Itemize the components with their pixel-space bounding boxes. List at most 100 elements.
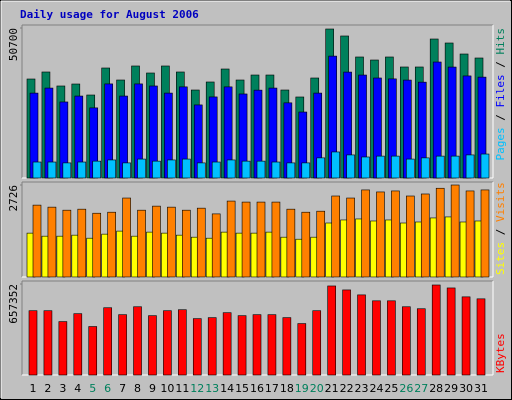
legend-separator: /: [494, 55, 507, 75]
bar: [237, 315, 247, 376]
bar: [450, 184, 460, 278]
bar: [107, 159, 116, 179]
bar: [346, 154, 355, 179]
bar: [182, 209, 191, 278]
x-tick-label: 17: [265, 382, 279, 395]
x-tick-label: 21: [325, 382, 339, 395]
legend-entry: Files: [494, 74, 507, 107]
x-tick-label: 11: [175, 382, 189, 395]
bar: [152, 205, 161, 278]
x-tick-label: 8: [134, 382, 141, 395]
bar: [226, 200, 236, 278]
bar: [480, 189, 490, 278]
bar: [32, 161, 42, 179]
bar: [252, 314, 262, 376]
bar: [226, 159, 236, 179]
bar: [435, 187, 445, 278]
x-tick-label: 4: [74, 382, 81, 395]
bar: [62, 209, 72, 278]
bar: [211, 213, 221, 278]
bar: [387, 300, 396, 376]
bar: [376, 191, 385, 278]
bar: [62, 162, 72, 179]
bar: [465, 154, 475, 179]
bar: [192, 318, 202, 376]
x-tick-label: 14: [220, 382, 234, 395]
x-tick-label: 31: [474, 382, 488, 395]
x-tick-label: 26: [399, 382, 413, 395]
x-tick-label: 18: [280, 382, 294, 395]
x-tick-label: 22: [340, 382, 354, 395]
x-tick-label: 20: [310, 382, 324, 395]
legend: KBytes: [494, 333, 507, 373]
bar: [77, 208, 87, 278]
y-tick-label: 2726: [7, 185, 20, 212]
bar: [480, 153, 490, 179]
bar: [196, 162, 206, 179]
legend-separator: /: [494, 108, 507, 128]
bar: [286, 162, 296, 179]
bar: [241, 201, 251, 278]
bar: [391, 190, 400, 278]
bar: [167, 159, 176, 179]
bar: [420, 157, 430, 179]
x-tick-label: 3: [59, 382, 66, 395]
bar: [316, 157, 326, 179]
x-tick-label: 15: [235, 382, 249, 395]
legend-entry: KBytes: [494, 333, 507, 373]
bar: [431, 284, 441, 376]
y-tick-label: 50700: [7, 28, 20, 61]
bar: [301, 162, 311, 179]
bar: [312, 310, 322, 376]
bar: [446, 287, 456, 376]
bar: [406, 158, 415, 179]
x-tick-label: 6: [104, 382, 111, 395]
bar: [152, 160, 161, 179]
x-tick-label: 5: [89, 382, 96, 395]
bar: [271, 201, 281, 278]
chart-title: Daily usage for August 2006: [20, 8, 199, 21]
bar: [256, 201, 266, 278]
bar: [107, 211, 116, 278]
bar: [28, 310, 38, 376]
bar: [137, 209, 146, 278]
bar: [391, 155, 400, 179]
bar: [476, 298, 486, 376]
x-tick-label: 27: [414, 382, 428, 395]
bar: [47, 161, 57, 179]
bar: [282, 317, 292, 376]
x-tick-label: 30: [459, 382, 473, 395]
bar: [331, 151, 340, 179]
bar: [32, 204, 42, 278]
bar: [167, 206, 176, 278]
bar: [361, 156, 370, 179]
bar: [241, 160, 251, 179]
x-tick-label: 19: [295, 382, 309, 395]
legend-entry: Pages: [494, 127, 507, 160]
x-tick-label: 29: [444, 382, 458, 395]
bar: [327, 285, 336, 376]
legend: Sites / Visits: [494, 182, 507, 275]
bar: [331, 195, 340, 278]
bar: [297, 323, 307, 376]
bar: [92, 212, 102, 278]
y-tick-label: 657352: [7, 284, 20, 324]
bar: [461, 296, 471, 376]
x-tick-label: 9: [149, 382, 156, 395]
x-tick-label: 1: [30, 382, 37, 395]
bar: [182, 158, 191, 179]
bar: [416, 308, 426, 376]
x-tick-label: 12: [190, 382, 204, 395]
bar: [137, 158, 146, 179]
legend-entry: Hits: [494, 28, 507, 55]
bar: [163, 310, 172, 376]
bar: [58, 321, 68, 376]
x-tick-label: 13: [205, 382, 219, 395]
bar: [122, 197, 131, 278]
bar: [133, 306, 142, 376]
bar: [361, 189, 370, 278]
x-tick-label: 10: [160, 382, 174, 395]
bar: [43, 310, 53, 376]
